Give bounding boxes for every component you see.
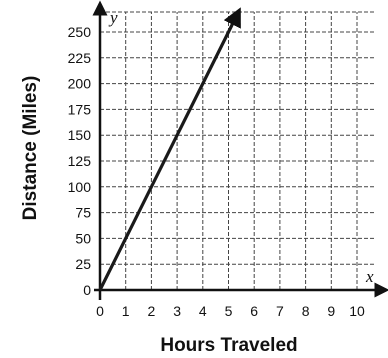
x-tick-label: 0 [96, 303, 104, 319]
x-tick-label: 5 [225, 303, 233, 319]
x-axis-title: Hours Traveled [160, 335, 297, 356]
grid [100, 11, 376, 290]
y-axis-title: Distance (Miles) [20, 76, 41, 221]
y-tick-label: 225 [68, 50, 92, 66]
y-tick-label: 25 [75, 256, 91, 272]
y-tick-label: 150 [68, 127, 92, 143]
y-tick-label: 100 [68, 179, 92, 195]
data-line [98, 7, 241, 291]
x-tick-label: 10 [349, 303, 365, 319]
x-tick-label: 2 [148, 303, 156, 319]
y-tick-label: 0 [83, 282, 91, 298]
x-tick-label: 1 [122, 303, 130, 319]
y-tick-label: 125 [68, 153, 92, 169]
y-tick-label: 200 [68, 76, 92, 92]
y-tick-label: 50 [75, 230, 91, 246]
y-axis-var: y [108, 8, 118, 27]
x-tick-label: 4 [199, 303, 207, 319]
x-tick-label: 7 [276, 303, 284, 319]
x-tick-label: 6 [250, 303, 258, 319]
x-axis-var: x [365, 267, 374, 286]
axes [92, 0, 388, 300]
x-tick-label: 9 [327, 303, 335, 319]
x-tick-label: 3 [173, 303, 181, 319]
y-tick-label: 250 [68, 24, 92, 40]
series [98, 7, 241, 291]
y-tick-label: 175 [68, 101, 92, 117]
y-tick-label: 75 [75, 205, 91, 221]
x-tick-label: 8 [302, 303, 310, 319]
